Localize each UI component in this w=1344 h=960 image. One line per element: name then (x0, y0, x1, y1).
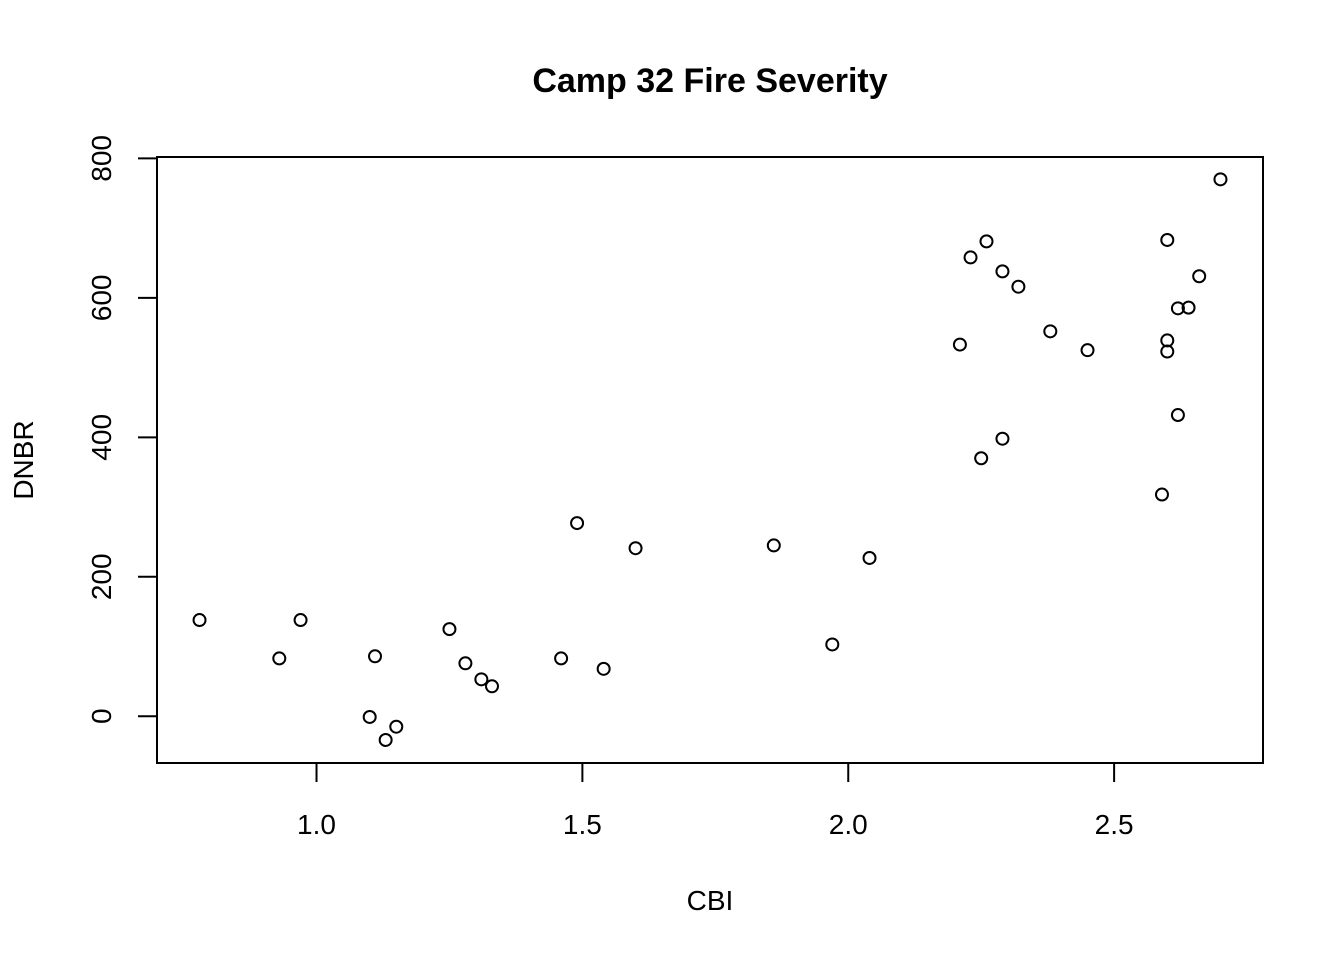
data-point (554, 651, 569, 666)
data-point (952, 337, 967, 352)
y-tick-label: 400 (86, 414, 117, 461)
data-point (378, 732, 393, 747)
data-point (1080, 343, 1095, 358)
y-tick-label: 800 (86, 135, 117, 182)
data-points (192, 172, 1228, 747)
data-point (1043, 324, 1058, 339)
x-tick-label: 2.5 (1095, 809, 1134, 840)
plot-frame (156, 156, 1264, 764)
data-point (995, 264, 1010, 279)
data-point (362, 709, 377, 724)
data-point (979, 234, 994, 249)
data-point (1170, 408, 1185, 423)
data-point (963, 250, 978, 265)
data-point (293, 613, 308, 628)
x-axis: 1.0 1.5 2.0 2.5 (297, 762, 1134, 840)
data-point (1154, 487, 1169, 502)
x-tick-label: 2.0 (829, 809, 868, 840)
data-point (1011, 279, 1026, 294)
data-point (368, 649, 383, 664)
y-axis: 0 200 400 600 800 (86, 135, 158, 724)
data-point (1160, 232, 1175, 247)
y-tick-label: 200 (86, 553, 117, 600)
data-point (974, 451, 989, 466)
data-point (628, 541, 643, 556)
data-point (1181, 300, 1196, 315)
data-point (192, 613, 207, 628)
data-point (484, 679, 499, 694)
data-point (1192, 269, 1207, 284)
data-point (389, 719, 404, 734)
data-point (442, 622, 457, 637)
data-point (570, 516, 585, 531)
data-point (862, 550, 877, 565)
data-point (458, 656, 473, 671)
data-point (474, 672, 489, 687)
data-point (995, 431, 1010, 446)
data-point (766, 538, 781, 553)
data-point (1213, 172, 1228, 187)
x-axis-label: CBI (687, 885, 734, 916)
x-tick-label: 1.0 (297, 809, 336, 840)
x-tick-label: 1.5 (563, 809, 602, 840)
data-point (272, 651, 287, 666)
data-point (596, 661, 611, 676)
y-axis-label: DNBR (8, 420, 39, 499)
data-point (825, 637, 840, 652)
y-tick-label: 600 (86, 275, 117, 322)
chart-title: Camp 32 Fire Severity (532, 62, 887, 100)
data-point (1170, 301, 1185, 316)
y-tick-label: 0 (86, 708, 117, 724)
data-point (1160, 344, 1175, 359)
